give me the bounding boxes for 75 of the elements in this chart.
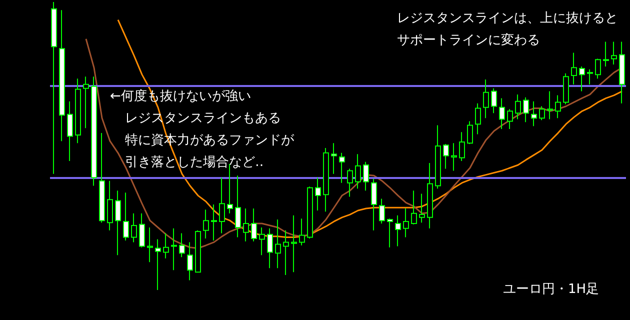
candlestick	[179, 232, 185, 258]
candlestick	[315, 177, 321, 212]
candlestick	[83, 76, 89, 129]
candlestick	[75, 78, 81, 144]
candlestick	[363, 161, 369, 192]
candlestick	[163, 232, 169, 259]
candlestick	[411, 190, 417, 225]
candlestick	[355, 154, 361, 190]
candlestick	[147, 227, 153, 263]
candlestick	[91, 76, 97, 186]
candlestick	[539, 106, 545, 121]
annotation: サポートラインに変わる	[397, 32, 540, 48]
annotation: 引き落とした場合など‥	[125, 155, 264, 170]
candlestick	[275, 218, 281, 269]
candlestick	[507, 108, 513, 130]
annotation: レジスタンスラインは、上に抜けると	[397, 11, 618, 26]
candlestick	[371, 178, 377, 231]
candlestick	[115, 190, 121, 256]
candlestick	[211, 204, 217, 241]
candlestick	[419, 193, 425, 224]
annotation: ユーロ円・1H足	[503, 282, 600, 297]
candlestick	[267, 228, 273, 269]
candlestick	[339, 152, 345, 184]
candlestick	[123, 192, 129, 241]
candlestick	[219, 177, 225, 234]
candlestick	[443, 143, 449, 170]
candlestick	[379, 198, 385, 224]
candlestick	[243, 208, 249, 242]
candlestick	[187, 242, 193, 281]
candlestick	[483, 78, 489, 119]
candlestick	[595, 58, 601, 80]
candlestick	[547, 90, 553, 120]
candlestick	[523, 96, 529, 123]
candlestick	[171, 228, 177, 271]
candlestick	[307, 186, 313, 239]
candlestick	[491, 88, 497, 114]
candlestick	[331, 142, 337, 174]
candlestick	[291, 214, 297, 273]
candlestick	[563, 72, 569, 105]
candlestick	[579, 66, 585, 92]
candlestick	[235, 175, 241, 238]
candlestick	[251, 208, 257, 242]
candlestick	[107, 180, 113, 231]
candlestick	[435, 124, 441, 190]
candlestick	[603, 41, 609, 68]
candlestick	[195, 230, 201, 273]
candlestick	[131, 212, 137, 243]
candlestick	[587, 68, 593, 85]
candlestick	[323, 148, 329, 212]
candlestick	[531, 100, 537, 127]
candlestick	[139, 212, 145, 248]
candlestick	[395, 214, 401, 247]
candlestick	[299, 218, 305, 246]
candlestick	[283, 230, 289, 276]
candlestick	[203, 209, 209, 239]
candlestick	[427, 162, 433, 229]
candlestick	[475, 102, 481, 135]
candlestick	[571, 52, 577, 85]
candlestick	[467, 120, 473, 144]
candlestick	[611, 41, 617, 65]
candlestick	[259, 227, 265, 256]
candlestick	[99, 132, 105, 224]
candlestick	[555, 94, 561, 119]
candlestick	[515, 94, 521, 120]
candlestick	[59, 10, 65, 142]
candlestick	[155, 238, 161, 290]
candlestick	[387, 218, 393, 248]
candlestick	[67, 100, 73, 162]
candlestick	[499, 98, 505, 130]
candlestick	[347, 168, 353, 198]
candlestick	[451, 142, 457, 172]
candlestick	[619, 41, 625, 104]
candlestick	[403, 208, 409, 238]
candlestick	[51, 2, 57, 174]
candlestick	[459, 132, 465, 162]
